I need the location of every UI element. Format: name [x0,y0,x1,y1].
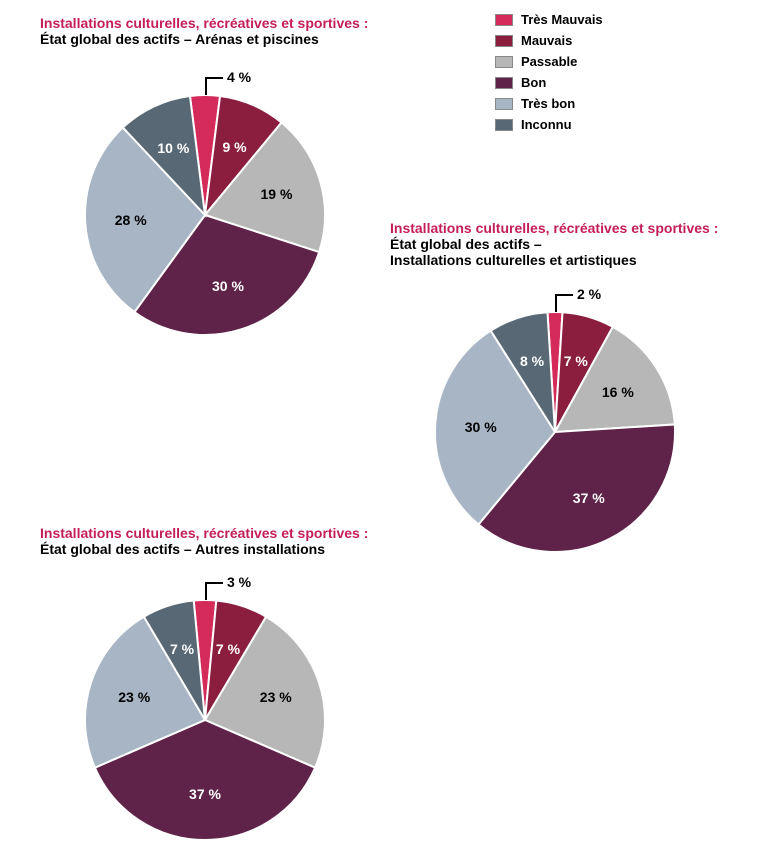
pie-label-tres_mauvais: 3 % [227,574,251,590]
pie-label-mauvais: 9 % [222,139,246,155]
legend-label-mauvais: Mauvais [521,33,572,48]
leader-h-tres_mauvais [205,582,223,584]
pie-label-tres_mauvais: 2 % [577,286,601,302]
pie-arenas: 4 %9 %19 %30 %28 %10 % [65,75,345,355]
pie-label-tres_bon: 30 % [465,419,497,435]
chart-title-line1: Installations culturelles, récréatives e… [40,15,368,31]
pie-svg-autres [65,580,345,860]
legend-row: Mauvais [495,33,603,48]
leader-v-tres_mauvais [205,77,207,95]
pie-label-passable: 16 % [602,384,634,400]
pie-label-bon: 37 % [573,490,605,506]
leader-h-tres_mauvais [205,77,223,79]
legend-row: Bon [495,75,603,90]
chart-title-culturelles: Installations culturelles, récréatives e… [390,220,718,268]
pie-label-mauvais: 7 % [564,353,588,369]
legend-row: Très Mauvais [495,12,603,27]
leader-h-tres_mauvais [555,294,573,296]
chart-title-line2: État global des actifs – Autres installa… [40,541,368,557]
pie-autres: 3 %7 %23 %37 %23 %7 % [65,580,345,860]
pie-label-mauvais: 7 % [216,641,240,657]
chart-title-arenas: Installations culturelles, récréatives e… [40,15,368,47]
pie-svg-culturelles [415,292,695,572]
legend-swatch-passable [495,56,513,68]
legend-swatch-mauvais [495,35,513,47]
legend-label-inconnu: Inconnu [521,117,572,132]
legend-row: Passable [495,54,603,69]
pie-culturelles: 2 %7 %16 %37 %30 %8 % [415,292,695,572]
pie-label-bon: 37 % [189,786,221,802]
legend-row: Très bon [495,96,603,111]
legend-swatch-tres_bon [495,98,513,110]
chart-title-autres: Installations culturelles, récréatives e… [40,525,368,557]
pie-label-bon: 30 % [212,278,244,294]
pie-svg-arenas [65,75,345,355]
legend-label-passable: Passable [521,54,577,69]
chart-title-line2: État global des actifs – [390,236,718,252]
pie-label-inconnu: 8 % [520,353,544,369]
legend-label-tres_bon: Très bon [521,96,575,111]
chart-title-line3: Installations culturelles et artistiques [390,252,718,268]
pie-label-passable: 19 % [260,186,292,202]
legend-swatch-inconnu [495,119,513,131]
leader-v-tres_mauvais [205,582,207,600]
chart-title-line1: Installations culturelles, récréatives e… [40,525,368,541]
chart-title-line1: Installations culturelles, récréatives e… [390,220,718,236]
legend-swatch-tres_mauvais [495,14,513,26]
legend-swatch-bon [495,77,513,89]
legend: Très Mauvais Mauvais Passable Bon Très bon In… [495,12,603,138]
legend-row: Inconnu [495,117,603,132]
leader-v-tres_mauvais [555,294,557,312]
pie-label-inconnu: 7 % [170,641,194,657]
legend-label-tres_mauvais: Très Mauvais [521,12,603,27]
legend-label-bon: Bon [521,75,546,90]
pie-label-tres_bon: 23 % [118,689,150,705]
pie-label-tres_mauvais: 4 % [227,69,251,85]
pie-label-passable: 23 % [260,689,292,705]
chart-title-line2: État global des actifs – Arénas et pisci… [40,31,368,47]
pie-label-tres_bon: 28 % [115,212,147,228]
pie-label-inconnu: 10 % [157,140,189,156]
